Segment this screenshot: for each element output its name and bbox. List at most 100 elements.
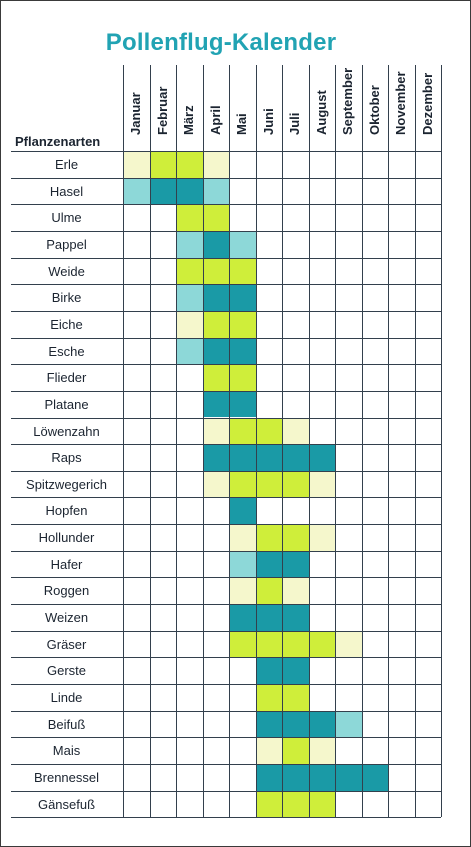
plant-label: Beifuß: [47, 716, 86, 732]
heatmap-cell: [282, 630, 309, 658]
heatmap-cell: [335, 710, 362, 738]
month-label: Mai: [234, 113, 249, 135]
month-header-10: November: [388, 67, 415, 149]
heatmap-cell: [255, 417, 282, 445]
plant-label: Flieder: [46, 370, 87, 386]
heatmap-cell: [202, 390, 229, 418]
grid-row-line: [11, 470, 441, 472]
heatmap-cell: [255, 577, 282, 605]
grid-col-line: [149, 65, 151, 818]
month-label: März: [181, 105, 196, 135]
heatmap-cell: [229, 284, 256, 311]
heatmap-cell: [229, 630, 256, 658]
heatmap-cell: [282, 604, 309, 631]
heatmap-cell: [176, 151, 203, 178]
plant-label: Hafer: [50, 556, 83, 572]
heatmap-cell: [202, 417, 229, 445]
heatmap-cell: [176, 257, 203, 285]
grid-col-line: [308, 65, 310, 818]
heatmap-cell: [282, 790, 309, 818]
month-label: Februar: [154, 86, 170, 135]
grid-col-line: [202, 65, 204, 818]
heatmap-cell: [335, 630, 362, 658]
heatmap-cell: [202, 337, 229, 365]
heatmap-cell: [229, 524, 256, 551]
heatmap-cell: [282, 550, 309, 578]
heatmap-cell: [255, 763, 282, 791]
grid-row-line: [11, 763, 441, 765]
heatmap-cell: [202, 364, 229, 391]
heatmap-cell: [255, 737, 282, 764]
heatmap-cell: [229, 577, 256, 605]
grid-row-line: [11, 310, 441, 312]
plant-label: Mais: [52, 743, 81, 759]
month-label: September: [340, 67, 355, 135]
heatmap-cell: [308, 630, 335, 658]
heatmap-cell: [282, 444, 309, 471]
heatmap-cell: [282, 577, 309, 605]
heatmap-cell: [255, 604, 282, 631]
grid-col-line: [335, 65, 336, 818]
heatmap-cell: [202, 284, 229, 311]
heatmap-cell: [229, 444, 256, 471]
month-label: Dezember: [419, 72, 435, 135]
heatmap-cell: [229, 310, 256, 338]
heatmap-cell: [255, 470, 282, 498]
heatmap-cell: [202, 177, 229, 205]
heatmap-cell: [255, 444, 282, 471]
month-header-11: Dezember: [415, 67, 442, 149]
heatmap-cell: [202, 204, 229, 231]
month-label: Oktober: [366, 85, 382, 135]
grid-row-line: [11, 524, 441, 526]
heatmap-cell: [229, 364, 256, 391]
month-label: April: [207, 105, 223, 135]
grid-row-line: [11, 550, 441, 552]
plant-label: Weide: [48, 263, 85, 279]
grid-col-line: [176, 65, 177, 818]
grid-col-line: [414, 65, 416, 818]
plant-label: Esche: [48, 343, 85, 359]
heatmap-cell: [202, 257, 229, 285]
heatmap-cell: [229, 230, 256, 258]
month-label: August: [313, 90, 329, 135]
grid-col-line: [229, 65, 230, 818]
heatmap-cell: [229, 604, 256, 631]
month-header-8: September: [335, 67, 362, 149]
month-header-9: Oktober: [362, 67, 389, 149]
heatmap-cell: [202, 310, 229, 338]
heatmap-cell: [255, 550, 282, 578]
grid-col-line: [441, 65, 442, 818]
plant-label: Platane: [44, 396, 89, 412]
grid-row-line: [11, 444, 441, 446]
heatmap-cell: [176, 337, 203, 365]
plant-label: Hasel: [49, 183, 84, 199]
heatmap-cell: [229, 390, 256, 418]
month-header-0: Januar: [123, 67, 150, 149]
plant-label: Birke: [51, 290, 82, 306]
plant-label: Brennessel: [33, 769, 100, 785]
heatmap-cell: [255, 630, 282, 658]
heatmap-cell: [282, 417, 309, 445]
grid-row-line: [11, 151, 441, 152]
heatmap-cell: [255, 790, 282, 818]
plant-label: Eiche: [50, 316, 83, 332]
plant-label: Hollunder: [38, 530, 95, 546]
heatmap-cell: [255, 710, 282, 738]
heatmap-cell: [202, 470, 229, 498]
heatmap-cell: [282, 470, 309, 498]
grid-row-line: [11, 417, 441, 419]
heatmap-cell: [123, 151, 150, 178]
grid-row-line: [11, 497, 441, 499]
heatmap-cell: [282, 684, 309, 711]
row-header-label: Pflanzenarten: [15, 134, 101, 149]
month-header-1: Februar: [150, 67, 177, 149]
heatmap-cell: [335, 763, 362, 791]
heatmap-cell: [149, 177, 176, 205]
grid-row-line: [11, 817, 441, 819]
heatmap-cell: [229, 497, 256, 525]
heatmap-cell: [123, 177, 150, 205]
month-label: Januar: [128, 92, 143, 135]
plant-label: Gänsefuß: [37, 796, 96, 812]
grid-row-line: [11, 177, 441, 179]
grid-row-line: [11, 577, 441, 579]
